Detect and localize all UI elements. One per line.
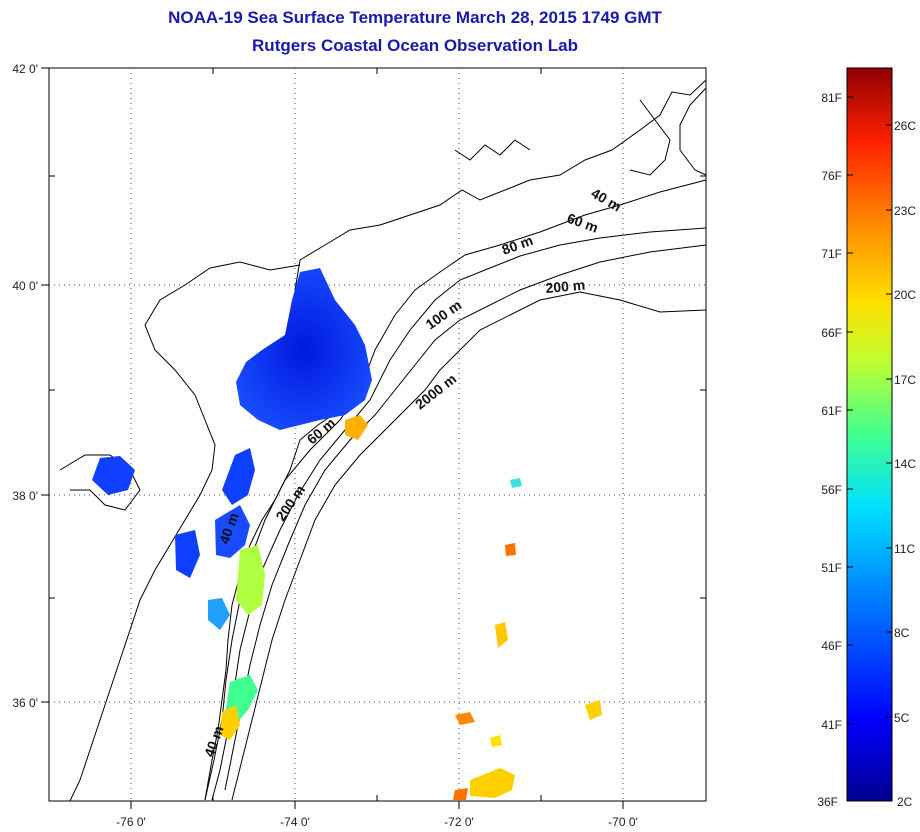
isobath-label: 200 m	[545, 277, 586, 296]
frame-ticks	[41, 67, 706, 809]
colorbar-f-label: 36F	[817, 795, 838, 809]
map-title: NOAA-19 Sea Surface Temperature March 28…	[168, 8, 662, 27]
colorbar-c-label: 2C	[897, 795, 913, 809]
colorbar-f-label: 81F	[821, 91, 842, 105]
sst-data-patches	[92, 268, 602, 800]
latitude-labels: 42 0' 40 0' 38 0' 36 0'	[12, 62, 38, 710]
colorbar-c-label: 11C	[894, 542, 915, 556]
colorbar-f-label: 46F	[821, 639, 842, 653]
lon-label: -76 0'	[116, 815, 146, 829]
colorbar-f-label: 41F	[821, 718, 842, 732]
colorbar	[846, 67, 893, 802]
map-grid	[49, 68, 706, 801]
colorbar-c-label: 17C	[894, 373, 916, 387]
colorbar-f-labels: 81F 76F 71F 66F 61F 56F 51F 46F 41F 36F	[817, 91, 842, 809]
colorbar-c-label: 26C	[894, 119, 916, 133]
colorbar-c-label: 23C	[894, 204, 916, 218]
colorbar-f-label: 76F	[821, 169, 842, 183]
longitude-labels: -76 0' -74 0' -72 0' -70 0'	[116, 815, 638, 829]
map-frame	[48, 67, 707, 802]
colorbar-c-labels: 26C 23C 20C 17C 14C 11C 8C 5C 2C	[894, 119, 916, 809]
colorbar-c-label: 8C	[894, 626, 910, 640]
lat-label: 38 0'	[12, 489, 38, 503]
lat-label: 42 0'	[12, 62, 38, 76]
colorbar-c-label: 20C	[894, 288, 916, 302]
map-subtitle: Rutgers Coastal Ocean Observation Lab	[252, 36, 578, 55]
lon-label: -72 0'	[444, 815, 474, 829]
colorbar-c-label: 5C	[894, 711, 910, 725]
lon-label: -74 0'	[280, 815, 310, 829]
lat-label: 36 0'	[12, 696, 38, 710]
colorbar-ticks	[847, 96, 892, 725]
lon-label: -70 0'	[608, 815, 638, 829]
colorbar-f-label: 51F	[821, 561, 842, 575]
colorbar-c-label: 14C	[894, 457, 916, 471]
lat-label: 40 0'	[12, 279, 38, 293]
colorbar-f-label: 61F	[821, 404, 842, 418]
colorbar-f-label: 66F	[821, 326, 842, 340]
colorbar-f-label: 56F	[821, 483, 842, 497]
colorbar-f-label: 71F	[821, 247, 842, 261]
